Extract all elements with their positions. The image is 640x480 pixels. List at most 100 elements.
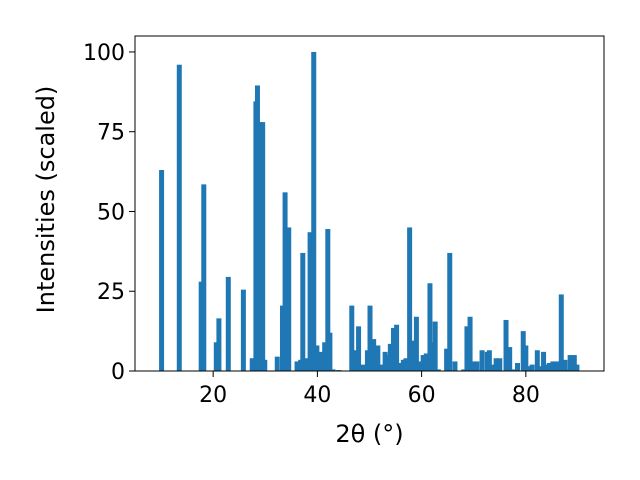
x-tick-label: 20 (199, 383, 227, 408)
bar (311, 51, 317, 371)
bar (520, 331, 526, 371)
bar (493, 358, 499, 371)
bar (550, 361, 556, 371)
bar (385, 355, 391, 371)
bar (390, 327, 396, 371)
x-tick-label: 60 (408, 383, 436, 408)
bar (260, 122, 266, 371)
bar (464, 326, 470, 371)
bar (254, 85, 260, 371)
bar (400, 359, 406, 371)
bar (510, 369, 516, 371)
bar (216, 318, 222, 371)
bar (562, 359, 568, 371)
bar (279, 305, 285, 371)
bar (262, 359, 268, 371)
y-axis-label: Intensities (scaled) (32, 86, 60, 314)
bar (420, 355, 426, 371)
bar (360, 364, 366, 371)
bar (479, 350, 485, 371)
bar (300, 252, 306, 371)
bar (427, 283, 433, 371)
y-tick-label: 50 (97, 200, 125, 225)
bar (325, 229, 331, 371)
y-axis-ticks: 0 25 50 75 100 (83, 41, 135, 385)
bar (447, 252, 453, 371)
bar (467, 316, 473, 371)
plot-frame (134, 35, 605, 372)
bar (554, 361, 560, 371)
bar (314, 345, 320, 371)
bar (282, 192, 288, 371)
bar (322, 342, 328, 371)
bar (213, 342, 219, 371)
bar (257, 122, 263, 371)
y-tick-label: 100 (83, 41, 125, 66)
bar (364, 350, 370, 371)
bar (249, 358, 255, 371)
bar (159, 170, 165, 371)
bar (470, 361, 476, 371)
bar (367, 305, 373, 371)
bar (558, 294, 564, 371)
x-tick-label: 80 (512, 383, 540, 408)
bar (537, 366, 543, 371)
bar (574, 364, 580, 371)
bar (571, 355, 577, 371)
x-axis-ticks: 20 40 60 80 (199, 371, 540, 408)
bar (432, 321, 438, 371)
y-tick-label: 25 (97, 280, 125, 305)
bar (410, 340, 416, 371)
bar (397, 363, 403, 371)
bar (387, 343, 393, 371)
bar (201, 184, 207, 371)
bar (541, 351, 547, 371)
bar (503, 319, 509, 371)
bars-group (159, 51, 580, 372)
y-tick-label: 75 (97, 121, 125, 146)
bar (225, 276, 231, 371)
bar (486, 350, 492, 371)
bar (413, 316, 419, 371)
bar (444, 348, 450, 371)
bar (523, 345, 529, 371)
x-tick-label: 40 (303, 383, 331, 408)
bar (403, 358, 409, 371)
bar (407, 227, 413, 371)
bar (371, 339, 377, 371)
bar (497, 358, 503, 371)
bar (274, 356, 280, 371)
bar (567, 355, 573, 371)
bar (507, 347, 513, 371)
bar (534, 350, 540, 371)
bar (176, 64, 182, 372)
bar (394, 324, 400, 371)
bar (546, 363, 552, 371)
bar (544, 364, 550, 371)
bar (526, 366, 532, 371)
bar (489, 364, 495, 371)
bar (461, 369, 467, 371)
bar (356, 326, 362, 371)
bar (307, 232, 313, 371)
bar (430, 342, 436, 371)
bar (375, 345, 381, 371)
bar (198, 281, 204, 371)
bar (529, 364, 535, 371)
y-tick-label: 0 (111, 360, 125, 385)
bar (330, 369, 336, 371)
bar (452, 361, 458, 371)
x-axis-label: 2θ (°) (335, 420, 403, 448)
bar (378, 364, 384, 371)
bar (327, 332, 333, 371)
bar (294, 361, 300, 371)
bar (435, 369, 441, 371)
bar (382, 351, 388, 371)
bar (353, 350, 359, 371)
bar (240, 289, 246, 371)
bar (349, 305, 355, 371)
bar (474, 361, 480, 371)
bar (515, 363, 520, 371)
bar (565, 369, 571, 371)
bar (417, 361, 423, 371)
